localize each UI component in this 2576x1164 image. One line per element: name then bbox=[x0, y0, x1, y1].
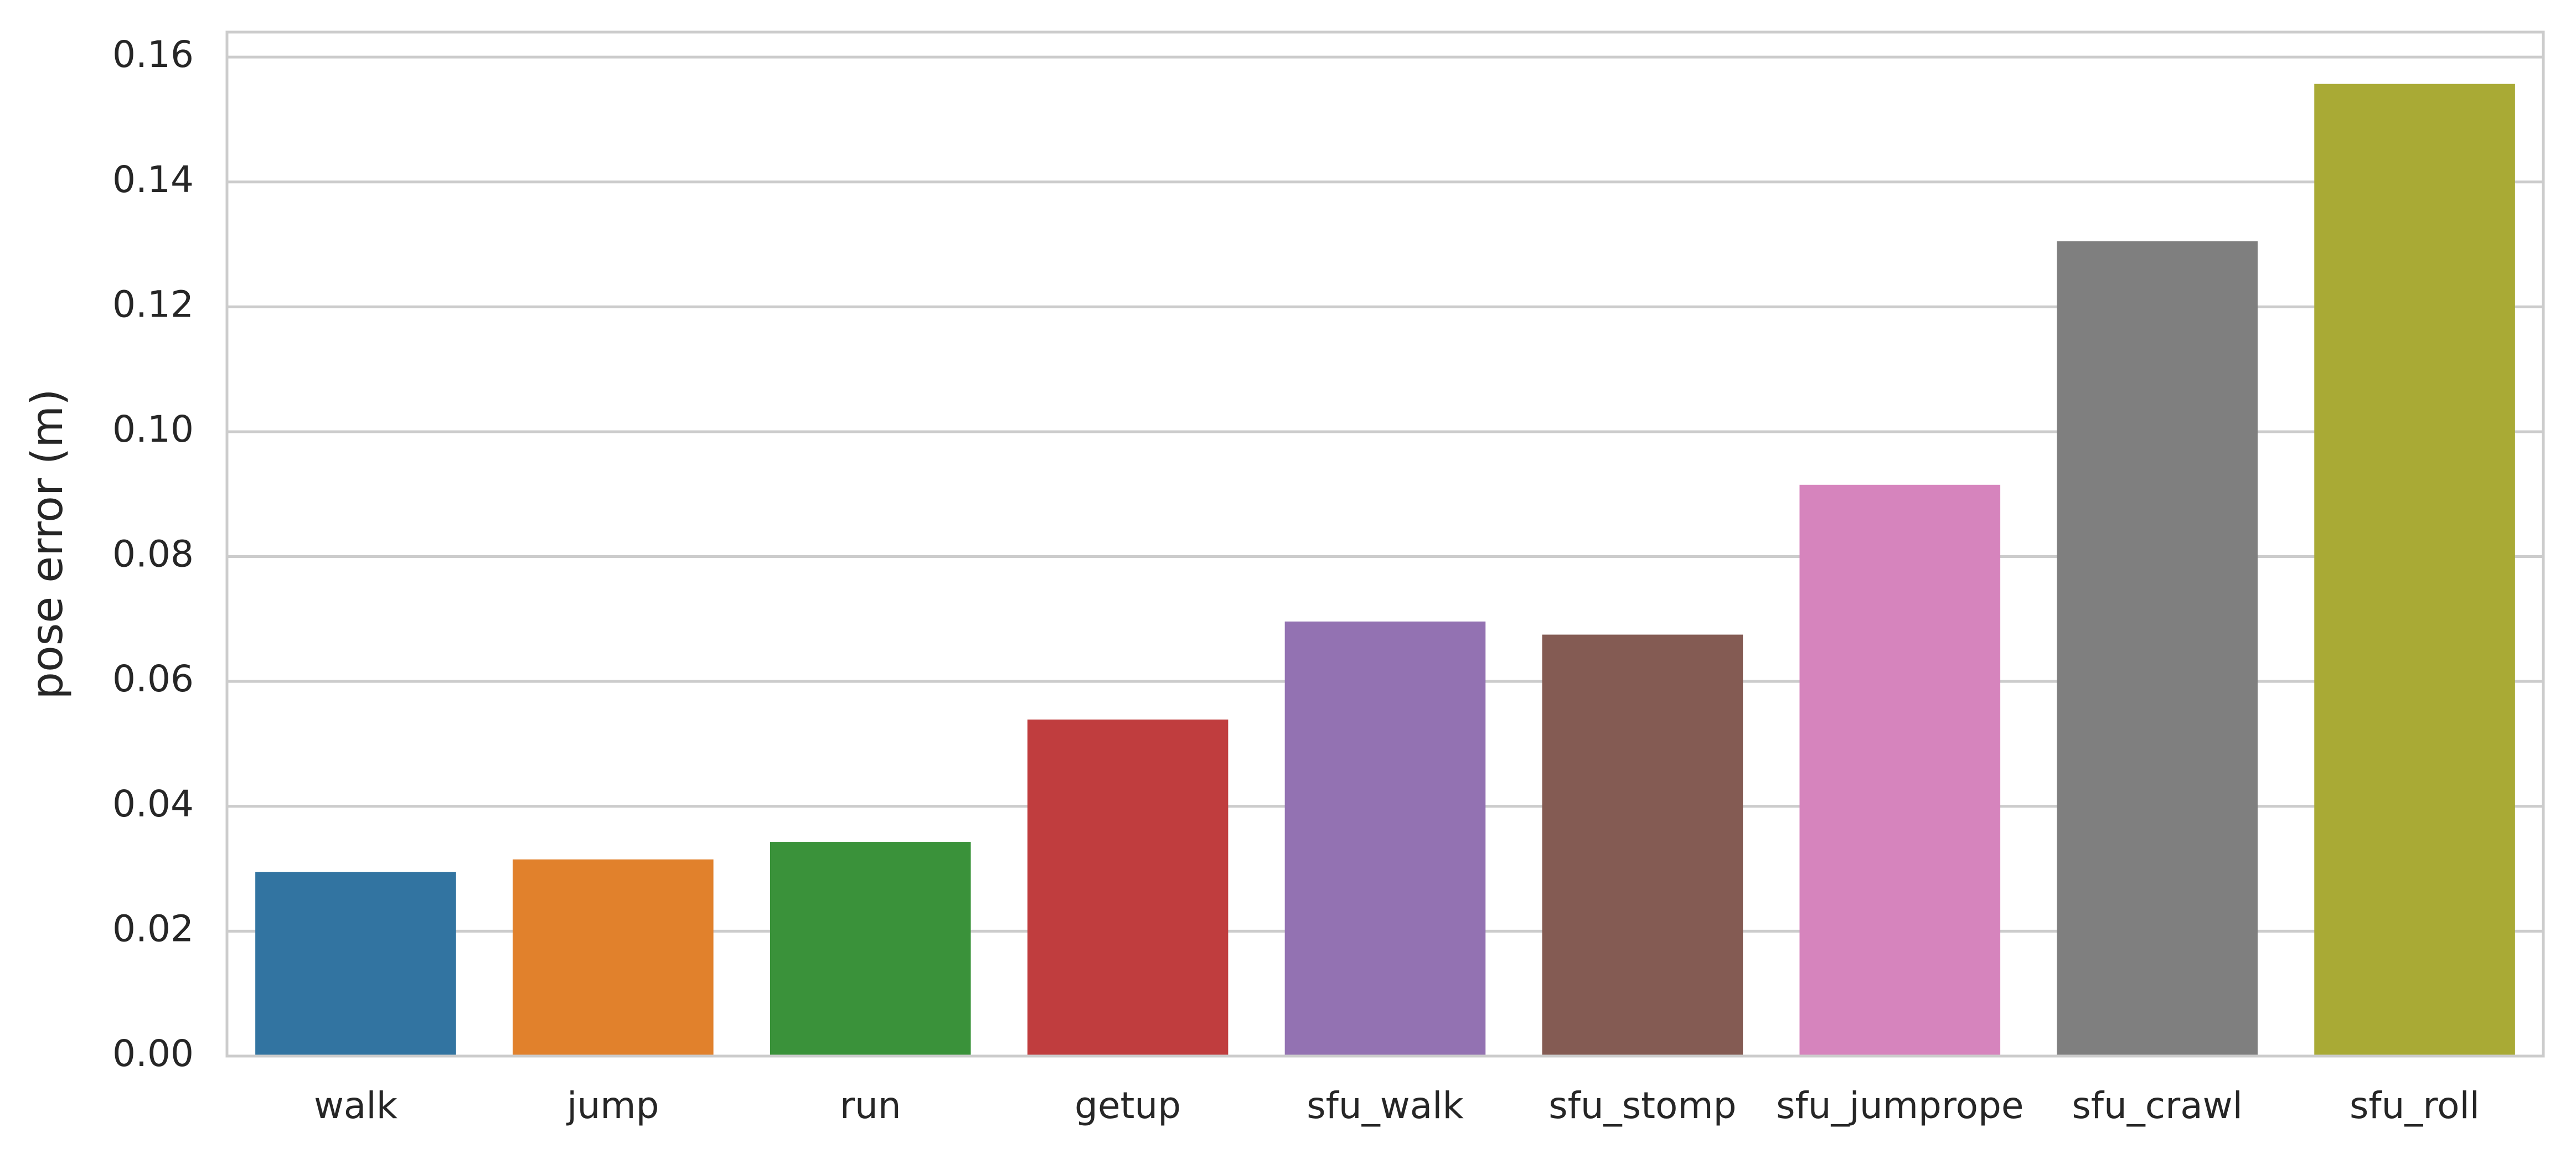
x-tick-label: run bbox=[840, 1084, 901, 1127]
x-tick-label: sfu_roll bbox=[2350, 1084, 2480, 1127]
bar-getup bbox=[1027, 719, 1228, 1056]
bars bbox=[255, 84, 2515, 1056]
bar-sfu-jumprope bbox=[1799, 484, 2001, 1056]
y-tick-label: 0.02 bbox=[112, 907, 194, 950]
y-tick-label: 0.12 bbox=[112, 283, 194, 325]
x-tick-label: jump bbox=[566, 1084, 659, 1127]
y-tick-label: 0.04 bbox=[112, 783, 194, 825]
y-tick-label: 0.00 bbox=[112, 1032, 194, 1075]
y-tick-labels: 0.00 0.02 0.04 0.06 0.08 0.10 0.12 0.14 0.16 bbox=[112, 33, 194, 1075]
x-tick-label: sfu_walk bbox=[1307, 1084, 1464, 1127]
x-tick-label: walk bbox=[314, 1084, 398, 1127]
bar-walk bbox=[255, 872, 456, 1056]
bar-sfu-crawl bbox=[2057, 241, 2258, 1056]
plot-area-frame bbox=[225, 30, 2545, 1058]
y-tick-label: 0.16 bbox=[112, 33, 194, 76]
y-tick-label: 0.08 bbox=[112, 533, 194, 576]
bar-sfu-stomp bbox=[1542, 634, 1743, 1056]
x-tick-label: sfu_jumprope bbox=[1776, 1084, 2023, 1127]
bar-jump bbox=[513, 859, 714, 1056]
bar-sfu-roll bbox=[2314, 84, 2515, 1056]
x-tick-label: sfu_stomp bbox=[1548, 1084, 1736, 1127]
x-tick-labels: walk jump run getup sfu_walk sfu_stomp sfu_jum… bbox=[314, 1084, 2480, 1127]
x-tick-label: sfu_crawl bbox=[2072, 1084, 2243, 1127]
y-tick-label: 0.14 bbox=[112, 158, 194, 201]
x-tick-label: getup bbox=[1075, 1084, 1181, 1127]
y-tick-label: 0.10 bbox=[112, 408, 194, 451]
bar-run bbox=[770, 842, 971, 1056]
y-tick-label: 0.06 bbox=[112, 658, 194, 700]
y-axis-label: pose error (m) bbox=[23, 389, 73, 699]
bar-sfu-walk bbox=[1284, 621, 1486, 1056]
